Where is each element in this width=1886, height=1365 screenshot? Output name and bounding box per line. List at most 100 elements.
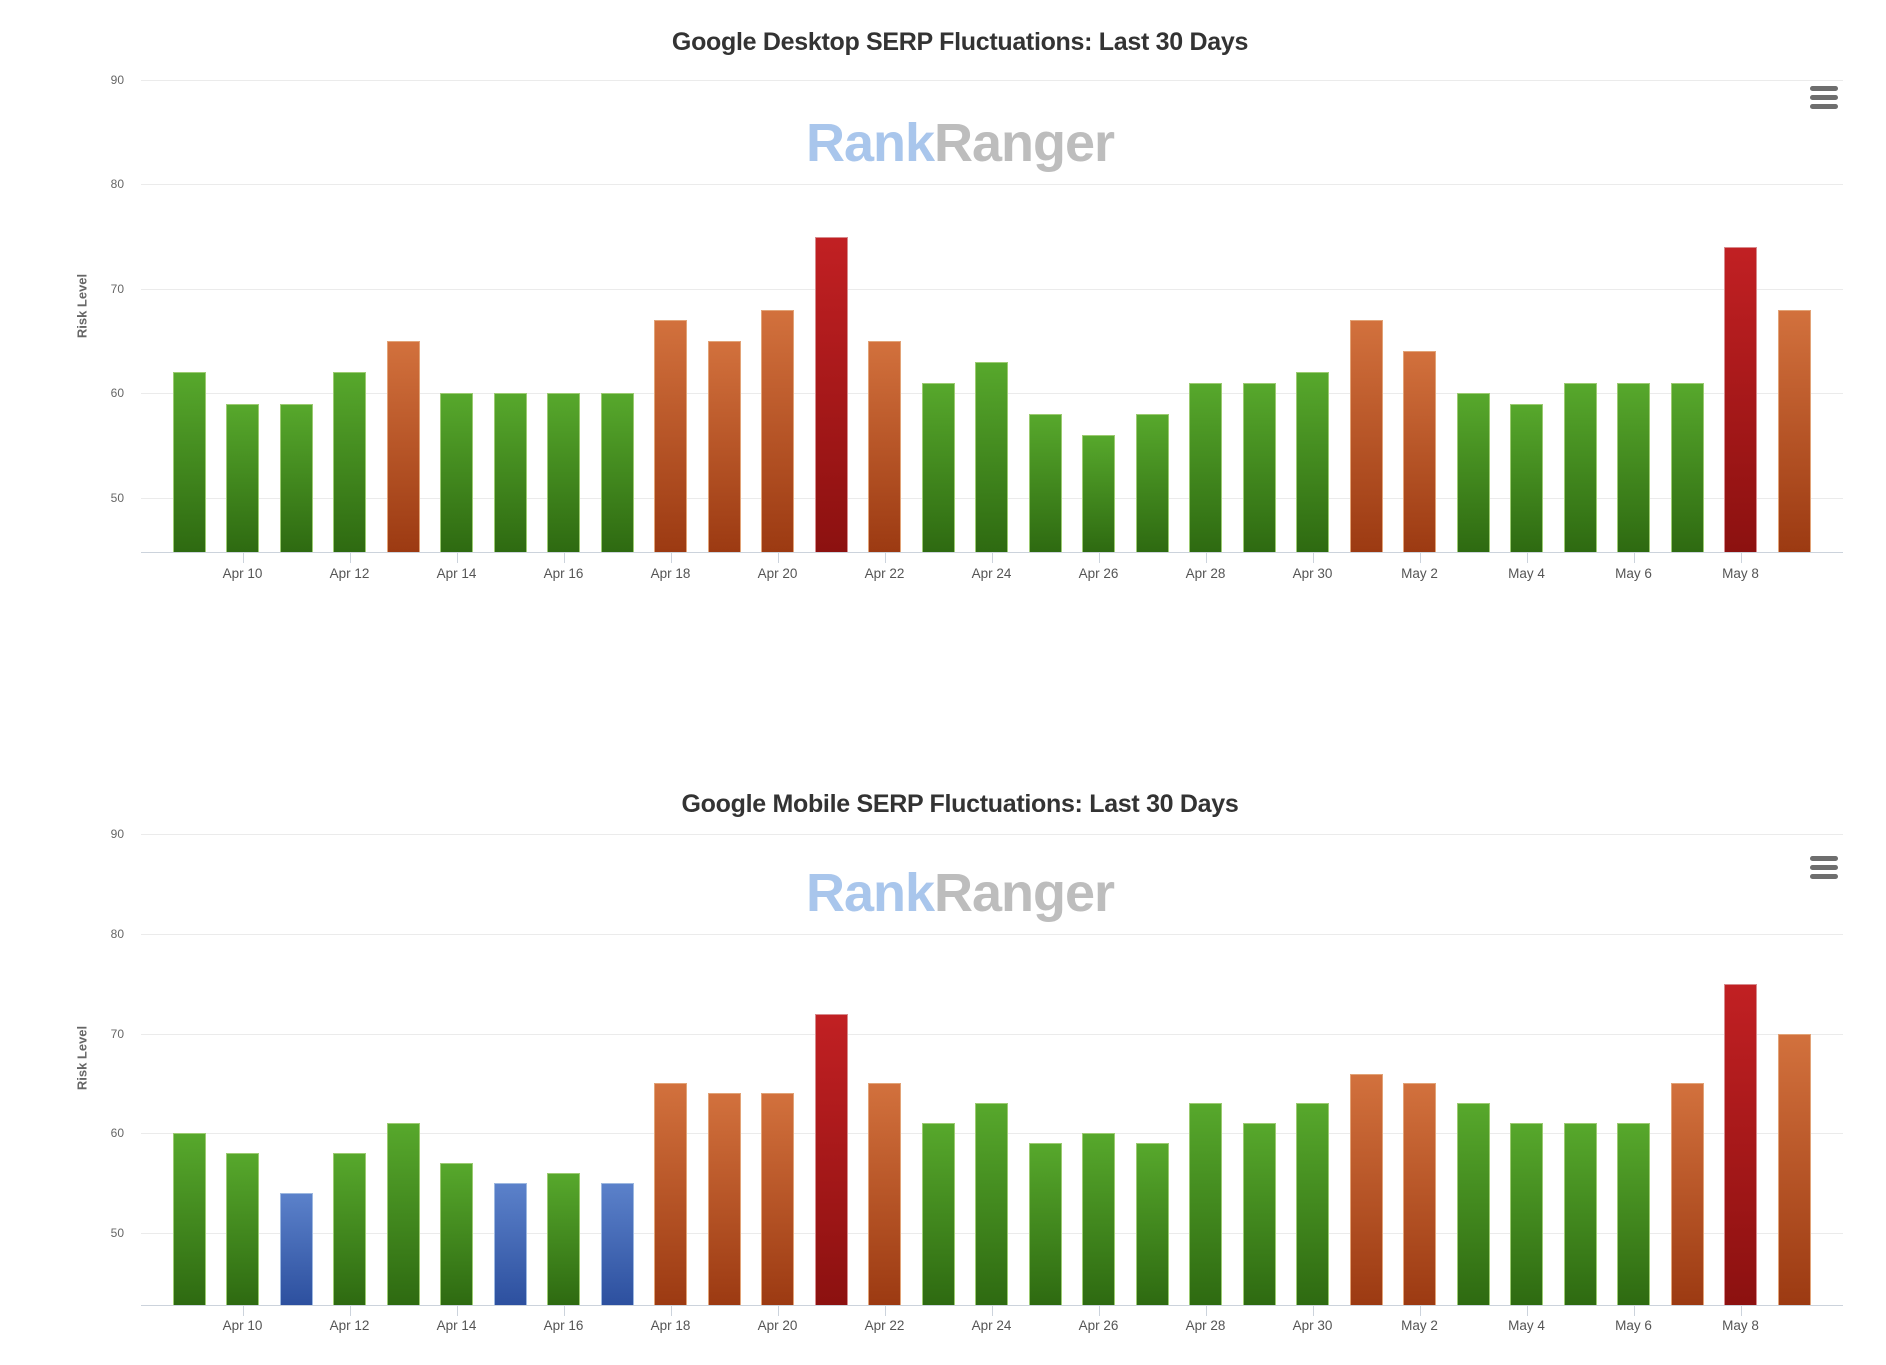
bar-may-4[interactable]: [1510, 1123, 1543, 1305]
bar-apr-16[interactable]: [547, 393, 580, 552]
x-axis-label: May 4: [1508, 1318, 1545, 1333]
bar-apr-11[interactable]: [279, 403, 313, 552]
x-tick-mark: [1419, 552, 1421, 563]
x-tick-mark: [456, 552, 458, 563]
x-tick-mark: [349, 552, 351, 563]
bar-may-1[interactable]: [1349, 320, 1383, 552]
bar-may-5[interactable]: [1563, 1123, 1597, 1305]
bar-apr-14[interactable]: [440, 1163, 473, 1305]
bar-apr-12[interactable]: [333, 372, 366, 552]
bar-apr-25[interactable]: [1028, 1143, 1062, 1305]
y-axis-label: 60: [110, 1126, 124, 1141]
bar-apr-17[interactable]: [600, 1183, 634, 1305]
bar-apr-22[interactable]: [868, 1083, 901, 1305]
x-axis-label: Apr 16: [543, 1318, 584, 1333]
bar-may-6[interactable]: [1617, 382, 1650, 552]
bar-apr-26[interactable]: [1082, 435, 1115, 552]
bar-apr-18[interactable]: [654, 320, 687, 552]
bar-apr-28[interactable]: [1189, 382, 1222, 552]
x-axis-label: Apr 14: [436, 1318, 477, 1333]
bar-apr-15[interactable]: [493, 393, 527, 552]
x-axis-label: Apr 12: [329, 566, 370, 581]
bar-apr-9[interactable]: [172, 1133, 206, 1305]
x-axis-label: Apr 14: [436, 566, 477, 581]
bar-apr-23[interactable]: [921, 1123, 955, 1305]
y-axis-label: 80: [110, 926, 124, 941]
export-menu-button[interactable]: [1810, 86, 1838, 110]
bar-may-5[interactable]: [1563, 382, 1597, 552]
bar-apr-19[interactable]: [707, 1093, 741, 1305]
hamburger-icon: [1810, 874, 1838, 879]
bar-apr-16[interactable]: [547, 1173, 580, 1305]
bar-apr-21[interactable]: [814, 236, 848, 552]
bar-may-6[interactable]: [1617, 1123, 1650, 1305]
bar-may-9[interactable]: [1777, 309, 1811, 552]
y-axis-label: 50: [110, 1226, 124, 1241]
bar-apr-24[interactable]: [975, 1103, 1008, 1305]
x-tick-mark: [242, 552, 244, 563]
x-axis-label: Apr 10: [222, 566, 263, 581]
rankranger-watermark-ranger: Ranger: [934, 113, 1115, 173]
bar-apr-11[interactable]: [279, 1193, 313, 1305]
x-axis-label: May 2: [1401, 1318, 1438, 1333]
bar-may-2[interactable]: [1403, 351, 1436, 552]
rankranger-watermark-ranger: Ranger: [934, 863, 1115, 923]
bar-apr-29[interactable]: [1242, 1123, 1276, 1305]
bar-may-9[interactable]: [1777, 1033, 1811, 1305]
x-axis-label: Apr 24: [971, 1318, 1012, 1333]
bar-apr-24[interactable]: [975, 361, 1008, 552]
hamburger-icon: [1810, 95, 1838, 100]
hamburger-icon: [1810, 865, 1838, 870]
bar-apr-26[interactable]: [1082, 1133, 1115, 1305]
x-tick-mark: [1205, 552, 1207, 563]
x-tick-mark: [777, 552, 779, 563]
gridline: [141, 79, 1843, 81]
bar-apr-27[interactable]: [1135, 414, 1169, 552]
bar-apr-18[interactable]: [654, 1083, 687, 1305]
bar-apr-14[interactable]: [440, 393, 473, 552]
hamburger-icon: [1810, 856, 1838, 861]
bar-apr-15[interactable]: [493, 1183, 527, 1305]
bar-may-2[interactable]: [1403, 1083, 1436, 1305]
bar-apr-10[interactable]: [226, 1153, 259, 1305]
bar-apr-19[interactable]: [707, 341, 741, 552]
bar-apr-29[interactable]: [1242, 382, 1276, 552]
bar-apr-22[interactable]: [868, 341, 901, 552]
bar-may-3[interactable]: [1456, 1103, 1490, 1305]
bar-apr-20[interactable]: [761, 1093, 794, 1305]
bar-may-3[interactable]: [1456, 393, 1490, 552]
bar-apr-17[interactable]: [600, 393, 634, 552]
export-menu-button[interactable]: [1810, 856, 1838, 880]
bar-apr-28[interactable]: [1189, 1103, 1222, 1305]
bar-apr-30[interactable]: [1296, 372, 1329, 552]
bar-apr-13[interactable]: [386, 1123, 420, 1305]
bar-may-7[interactable]: [1670, 382, 1704, 552]
bar-apr-13[interactable]: [386, 341, 420, 552]
bar-apr-27[interactable]: [1135, 1143, 1169, 1305]
x-axis-label: Apr 20: [757, 566, 798, 581]
bar-apr-20[interactable]: [761, 309, 794, 552]
rankranger-watermark-rank: Rank: [805, 863, 935, 923]
rankranger-watermark-rank: Rank: [805, 113, 935, 173]
bar-apr-12[interactable]: [333, 1153, 366, 1305]
bar-may-8[interactable]: [1724, 983, 1757, 1305]
x-tick-mark: [1205, 1305, 1207, 1316]
bar-apr-23[interactable]: [921, 382, 955, 552]
bar-apr-9[interactable]: [172, 372, 206, 552]
bar-apr-10[interactable]: [226, 403, 259, 552]
bar-apr-21[interactable]: [814, 1013, 848, 1305]
x-axis-label: Apr 20: [757, 1318, 798, 1333]
y-axis-label: 90: [110, 827, 124, 841]
x-axis-label: Apr 10: [222, 1318, 263, 1333]
bar-may-7[interactable]: [1670, 1083, 1704, 1305]
x-tick-mark: [563, 1305, 565, 1316]
x-tick-mark: [991, 1305, 993, 1316]
bar-apr-30[interactable]: [1296, 1103, 1329, 1305]
bar-apr-25[interactable]: [1028, 414, 1062, 552]
bar-may-1[interactable]: [1349, 1073, 1383, 1305]
x-axis-label: May 8: [1722, 1318, 1759, 1333]
bar-may-8[interactable]: [1724, 247, 1757, 552]
x-tick-mark: [884, 1305, 886, 1316]
bar-may-4[interactable]: [1510, 403, 1543, 552]
x-tick-mark: [1098, 552, 1100, 563]
